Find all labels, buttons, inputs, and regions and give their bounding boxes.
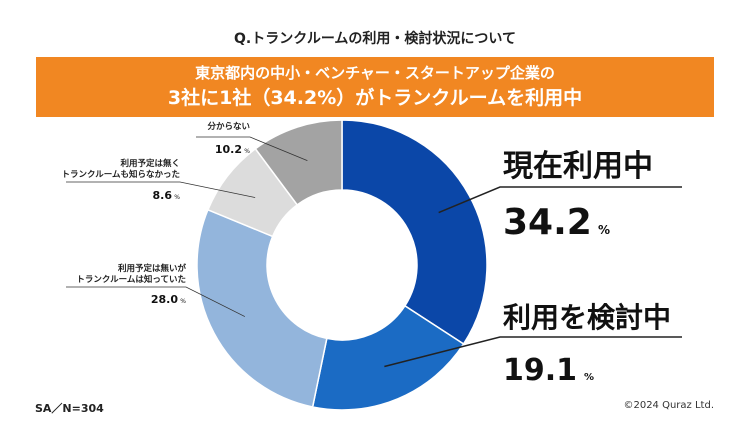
leader-line-4	[66, 181, 256, 198]
slice-value-4: 8.6	[153, 189, 173, 202]
slice-value-5: 10.2	[215, 143, 242, 156]
question-title: Q.トランクルームの利用・検討状況について	[234, 31, 516, 47]
slice-label-5-line-1: 分からない	[207, 121, 250, 132]
donut-slice-2	[311, 304, 465, 411]
slice-unit-3: %	[180, 298, 186, 305]
slice-label-4-line-2: トランクルームも知らなかった	[62, 169, 181, 180]
slice-value-1: 34.2	[503, 202, 592, 243]
leader-line-5	[196, 136, 308, 161]
leader-line-1	[438, 186, 682, 214]
slice-label-2: 利用を検討中	[503, 301, 671, 334]
slice-unit-1: %	[598, 223, 610, 237]
donut-slice-5	[254, 119, 343, 206]
slice-label-1: 現在利用中	[503, 149, 653, 184]
headline-banner: 東京都内の中小・ベンチャー・スタートアップ企業の 3社に1社（34.2%）がトラ…	[36, 57, 714, 117]
leader-line-3	[66, 286, 246, 317]
sample-size-note: SA／N=304	[35, 402, 104, 415]
slice-value-3: 28.0	[151, 293, 178, 306]
banner-line-2: 3社に1社（34.2%）がトランクルームを利用中	[167, 87, 583, 109]
slice-unit-4: %	[174, 194, 180, 201]
slice-label-3-line-2: トランクルームは知っていた	[76, 274, 186, 285]
slice-label-3-line-1: 利用予定は無いが	[117, 263, 187, 274]
slice-unit-5: %	[244, 148, 250, 155]
donut-slice-1	[341, 119, 488, 346]
leader-line-2	[384, 336, 682, 368]
slice-label-4-line-1: 利用予定は無く	[119, 158, 180, 169]
donut-slice-3	[196, 208, 328, 408]
copyright-text: ©2024 Quraz Ltd.	[623, 400, 714, 411]
slice-value-2: 19.1	[503, 353, 577, 388]
banner-line-1: 東京都内の中小・ベンチャー・スタートアップ企業の	[195, 64, 555, 82]
slice-unit-2: %	[584, 372, 594, 383]
